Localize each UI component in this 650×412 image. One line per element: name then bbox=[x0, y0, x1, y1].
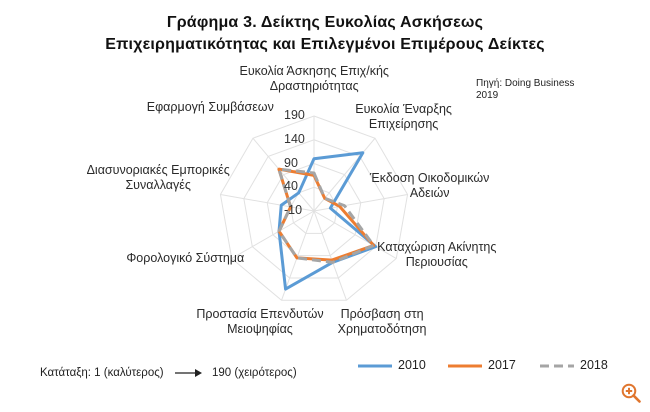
grid-ring bbox=[290, 186, 338, 234]
axis-label-line1: Ευκολία Έναρξης bbox=[355, 102, 452, 117]
source-line2: 2019 bbox=[476, 90, 499, 101]
ranking-note-right: 190 (χειρότερος) bbox=[212, 367, 297, 379]
axis-label: Έκδοση Οικοδομικών Αδειών bbox=[370, 171, 490, 201]
axis-label-line2: Αδειών bbox=[409, 185, 450, 200]
axis-label-line2: Χρηματοδότηση bbox=[337, 321, 427, 336]
axis-label-line1: Πρόσβαση στη bbox=[340, 306, 424, 321]
axis-label-line1: Ευκολία Άσκησης Επιχ/κής bbox=[239, 64, 389, 79]
source-note: Πηγή: Doing Business 2019 bbox=[476, 78, 574, 102]
axis-label: Φορολογικό Σύστημα bbox=[126, 251, 244, 266]
axis-label-line2: Συναλλαγές bbox=[125, 177, 191, 192]
ranking-note: Κατάταξη: 1 (καλύτερος) 190 (χειρότερος) bbox=[40, 367, 297, 379]
axis-label-line1: Διασυνοριακές Εμπορικές bbox=[86, 162, 230, 177]
axis-label-line2: Μειοψηφίας bbox=[227, 321, 293, 336]
grid-spoke bbox=[313, 210, 397, 259]
grid-spoke bbox=[313, 210, 347, 301]
radial-tick-label: -10 bbox=[284, 203, 303, 217]
ranking-note-left: Κατάταξη: 1 (καλύτερος) bbox=[40, 367, 164, 379]
series-2018-line bbox=[277, 167, 376, 264]
grid-spoke bbox=[281, 210, 315, 301]
zoom-in-button[interactable] bbox=[620, 382, 642, 404]
radial-tick-label: 40 bbox=[284, 179, 298, 194]
grid-ring bbox=[243, 139, 385, 279]
axis-label-line1: Προστασία Επενδυτών bbox=[196, 306, 324, 321]
chart-title-line2: Επιχειρηματικότητας και Επιλεγμένοι Επιμ… bbox=[105, 36, 545, 53]
axis-label: Εφαρμογή Συμβάσεων bbox=[147, 100, 274, 115]
axis-label: Διασυνοριακές Εμπορικές Συναλλαγές bbox=[87, 163, 230, 193]
axis-label: Ευκολία Άσκησης Επιχ/κής Δραστηριότητας bbox=[240, 64, 389, 94]
grid-spoke bbox=[313, 137, 376, 212]
radial-tick-label: 190 bbox=[284, 108, 305, 122]
series-2010-line bbox=[277, 151, 378, 291]
axis-label: Προστασία Επενδυτών Μειοψηφίας bbox=[196, 307, 323, 337]
source-line1: Πηγή: Doing Business bbox=[476, 78, 575, 89]
grid-spoke bbox=[252, 137, 315, 212]
chart-title-line1: Γράφημα 3. Δείκτης Ευκολίας Ασκήσεως bbox=[166, 14, 484, 31]
legend-label-2010: 2010 bbox=[398, 358, 426, 372]
grid-ring bbox=[266, 162, 362, 257]
axis-label-line1: Καταχώριση Ακίνητης bbox=[377, 239, 497, 254]
axis-label: Πρόσβαση στη Χρηματοδότηση bbox=[338, 307, 427, 337]
axis-label-line2: Δραστηριότητας bbox=[269, 79, 359, 94]
axis-label-line1: Φορολογικό Σύστημα bbox=[126, 251, 245, 266]
radial-tick-label: 140 bbox=[284, 131, 305, 146]
axis-label: Καταχώριση Ακίνητης Περιουσίας bbox=[377, 240, 496, 270]
legend-label-2018: 2018 bbox=[580, 358, 608, 372]
grid-spoke bbox=[231, 210, 315, 259]
arrow-right-icon bbox=[174, 368, 202, 377]
axis-label-line1: Εφαρμογή Συμβάσεων bbox=[146, 99, 274, 114]
zoom-in-icon bbox=[621, 383, 641, 403]
axis-label-line2: Επιχείρησης bbox=[368, 117, 439, 132]
axis-label-line2: Περιουσίας bbox=[405, 254, 468, 269]
legend-label-2017: 2017 bbox=[488, 358, 516, 372]
radial-tick-label: 90 bbox=[284, 155, 298, 170]
axis-label: Ευκολία Έναρξης Επιχείρησης bbox=[355, 102, 452, 132]
axis-label-line1: Έκδοση Οικοδομικών bbox=[369, 170, 490, 185]
grid-ring bbox=[219, 115, 409, 301]
grid-spoke bbox=[220, 194, 315, 212]
